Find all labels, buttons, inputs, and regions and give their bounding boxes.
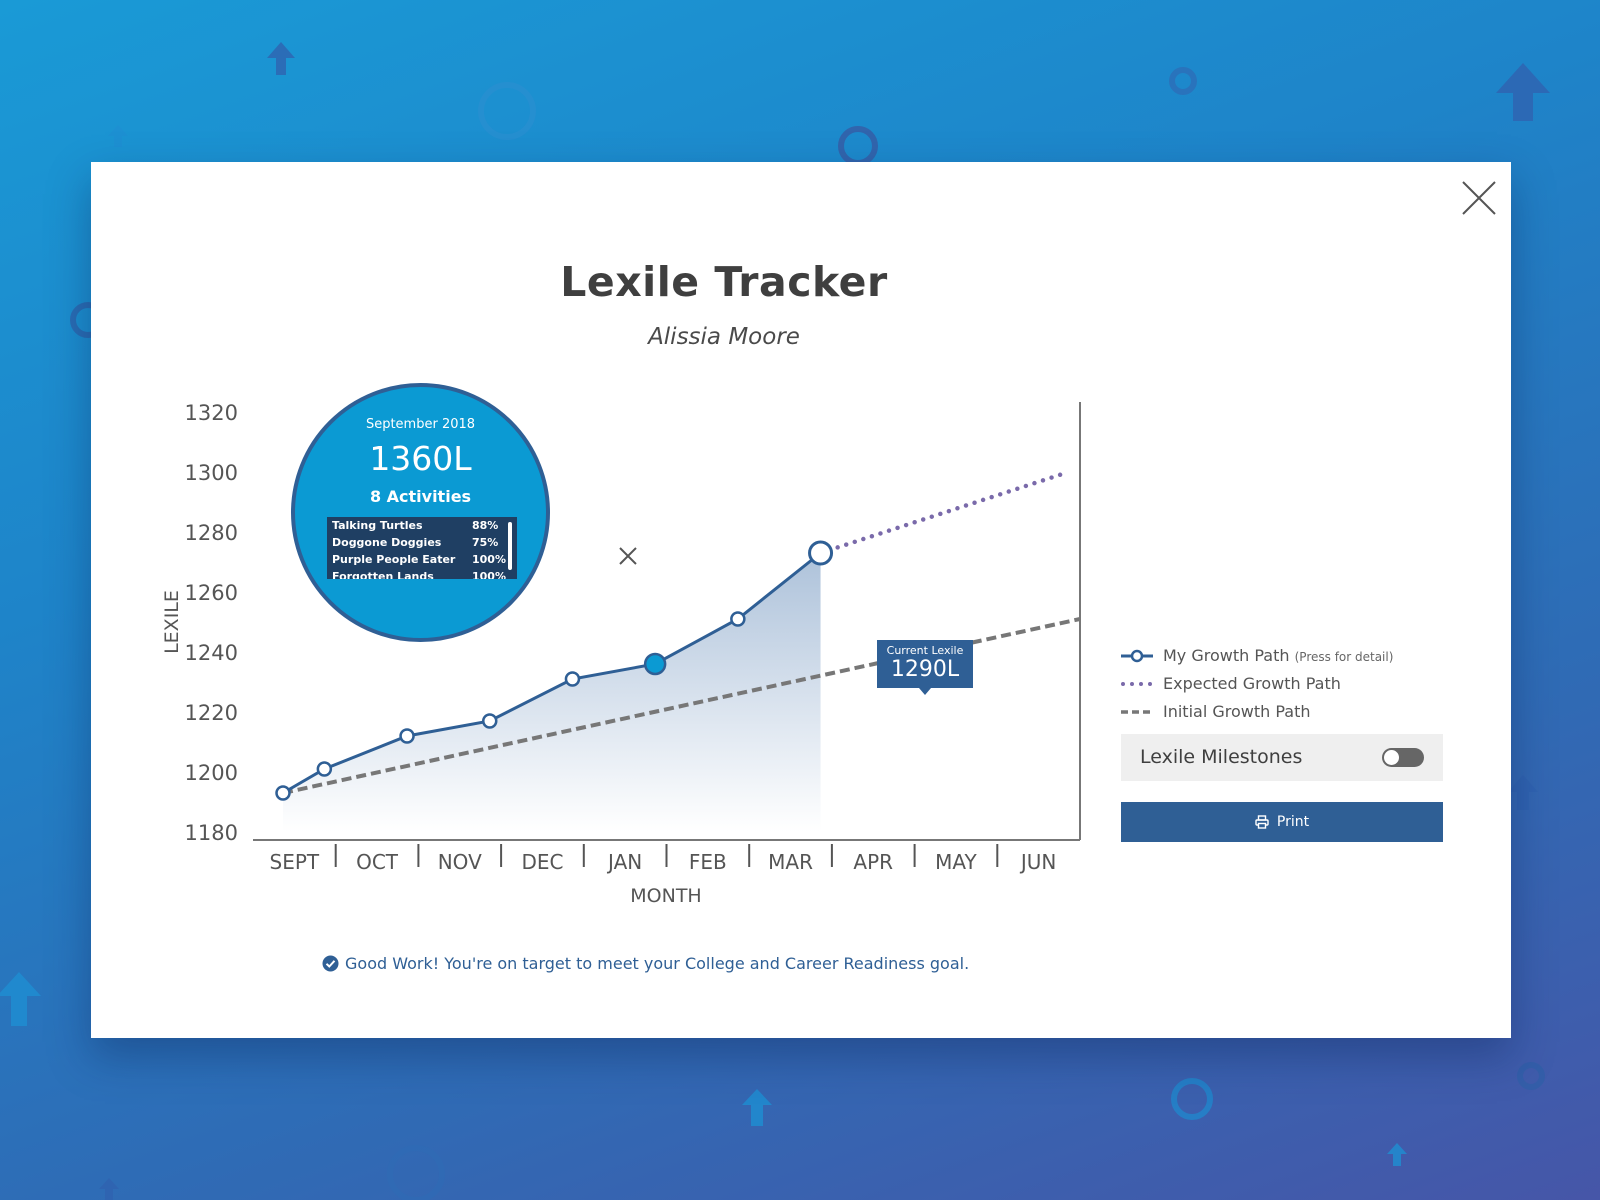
legend-my-growth-path[interactable]: My Growth Path (Press for detail) [1121,642,1461,670]
bubble-date: September 2018 [365,417,476,432]
y-tick-label: 1180 [185,821,238,845]
close-bubble-button[interactable] [618,546,638,566]
detail-bubble: September 2018 1360L 8 Activities Talkin… [291,383,550,642]
printer-icon [1255,815,1269,829]
activity-score: 100% [472,570,506,579]
x-tick-label: APR [853,850,893,874]
goal-message: Good Work! You're on target to meet your… [322,954,969,973]
tooltip-value: 1290L [890,657,960,682]
x-tick-label: SEPT [270,850,320,874]
toggle-knob [1384,750,1399,765]
y-axis-label: LEXILE [161,590,183,654]
data-point [399,728,415,744]
activity-score: 88% [472,519,499,532]
x-tick-label: DEC [521,850,563,874]
activity-row: Doggone Doggies 75% [327,534,517,551]
current-data-point [808,540,834,566]
legend-initial-growth-path: Initial Growth Path [1121,698,1461,726]
print-button[interactable]: Print [1121,802,1443,842]
close-icon [619,547,637,565]
activity-row: Purple People Eater 100% [327,551,517,568]
data-point [564,671,581,687]
bubble-score: 1360L [369,439,472,478]
legend-label: Initial Growth Path [1163,702,1311,721]
data-point [275,785,291,801]
x-tick-label: FEB [689,850,727,874]
lexile-chart: 1180 1200 1220 1240 1260 1280 1300 1320 LEXILE SE… [161,401,1081,907]
legend-label: Expected Growth Path [1163,674,1341,693]
activity-name: Forgotten Lands [332,570,434,579]
legend-line-marker-icon [1121,649,1153,663]
activity-name: Talking Turtles [332,519,423,532]
activity-scrollbar[interactable] [508,522,512,570]
close-modal-button[interactable] [1459,178,1499,218]
x-tick-label: MAR [768,850,813,874]
y-tick-label: 1300 [185,461,238,485]
current-lexile-tooltip: Current Lexile 1290L [877,640,973,695]
activity-score: 100% [472,553,506,566]
selected-data-point [643,652,667,676]
milestones-label: Lexile Milestones [1140,746,1303,768]
bubble-activities-count: 8 Activities [369,487,472,506]
legend-note: (Press for detail) [1294,650,1394,664]
x-tick-label: JUN [1019,850,1057,874]
legend-dashed-line-icon [1121,710,1153,714]
y-tick-label: 1240 [185,641,238,665]
goal-message-text: Good Work! You're on target to meet your… [345,954,970,973]
activity-name: Doggone Doggies [332,536,442,549]
lexile-tracker-modal: Lexile Tracker Alissia Moore 1180 1200 122… [91,162,1511,1038]
milestones-toggle[interactable] [1382,748,1424,767]
activity-row: Forgotten Lands 100% [327,568,517,579]
y-tick-label: 1220 [185,701,238,725]
lexile-milestones-toggle-row[interactable]: Lexile Milestones [1121,734,1443,781]
activity-row: Talking Turtles 88% [327,517,517,534]
tooltip-label: Current Lexile [886,644,964,657]
student-name: Alissia Moore [648,324,800,350]
y-tick-label: 1200 [185,761,238,785]
activity-score: 75% [472,536,499,549]
x-tick-label: OCT [356,850,399,874]
page-title: Lexile Tracker [560,258,888,306]
data-point [730,611,746,627]
close-icon [1462,181,1496,215]
legend-expected-growth-path: Expected Growth Path [1121,670,1461,698]
y-tick-label: 1320 [185,401,238,425]
y-tick-label: 1260 [185,581,238,605]
expected-growth-path-line [818,469,1071,556]
activity-list[interactable]: Talking Turtles 88% Doggone Doggies 75% … [327,517,517,579]
my-growth-path-line [282,551,822,795]
legend-dotted-line-icon [1121,682,1153,686]
data-point [316,761,333,777]
x-tick-label: MAY [935,850,977,874]
chart-legend: My Growth Path (Press for detail) Expect… [1121,642,1461,726]
print-label: Print [1276,814,1310,830]
y-tick-label: 1280 [185,521,238,545]
activity-name: Purple People Eater [332,553,456,566]
data-point [482,713,498,729]
x-tick-label: NOV [438,850,482,874]
check-circle-icon [322,955,339,972]
x-axis-label: MONTH [630,885,701,907]
legend-label: My Growth Path [1163,646,1290,665]
x-tick-label: JAN [606,850,642,874]
